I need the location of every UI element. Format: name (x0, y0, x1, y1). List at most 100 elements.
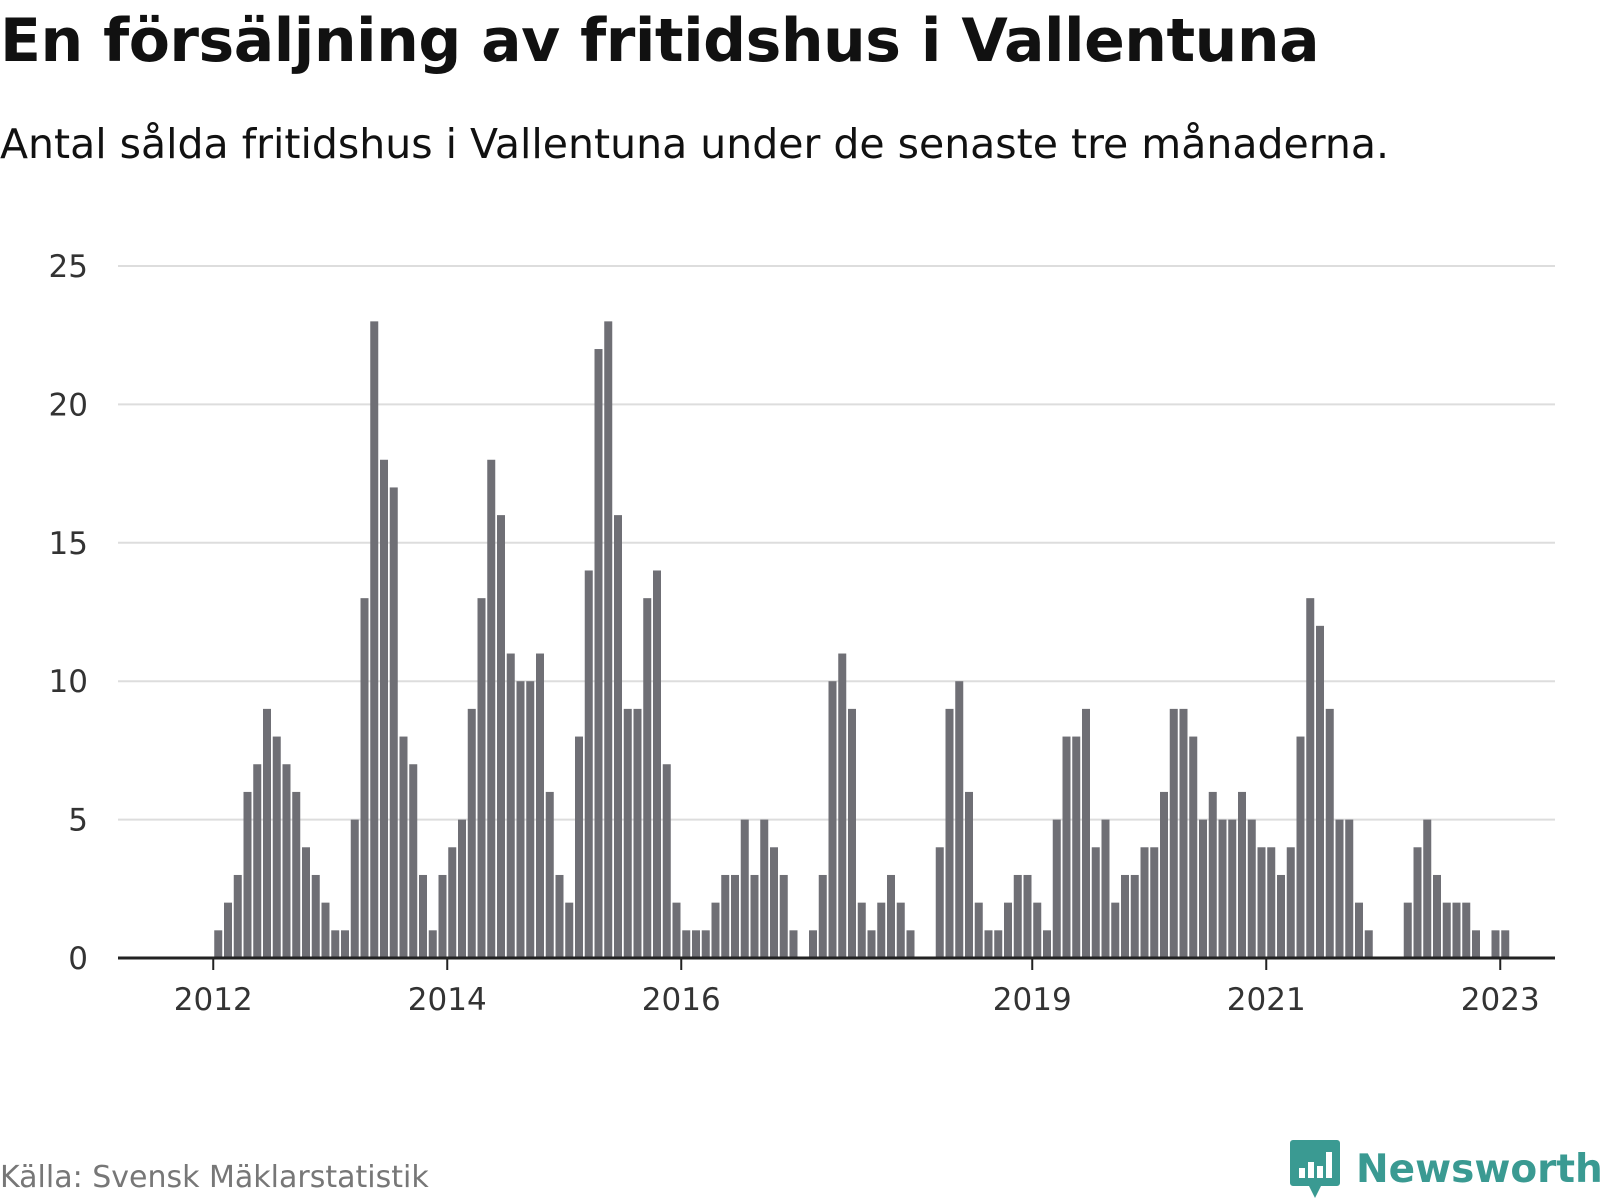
bar (1355, 902, 1363, 958)
bar (350, 819, 359, 958)
bar (818, 874, 827, 958)
bar (1189, 736, 1198, 958)
brand-name: Newsworthy (1356, 1146, 1600, 1192)
bar (1033, 902, 1042, 958)
bar (555, 874, 564, 958)
bar (1062, 736, 1071, 958)
bar (594, 349, 603, 958)
bar (828, 681, 837, 958)
y-tick-label: 0 (68, 941, 88, 977)
bar (682, 930, 691, 958)
bar (1491, 930, 1500, 958)
bar (770, 847, 778, 958)
bar (467, 708, 476, 958)
bar (458, 819, 466, 958)
x-tick-label: 2021 (1227, 982, 1306, 1018)
bar (1433, 874, 1441, 958)
bar (750, 874, 759, 958)
x-tick-label: 2012 (174, 982, 253, 1018)
bar (389, 487, 398, 958)
bar (604, 321, 613, 958)
bar (1043, 930, 1051, 958)
bar (1228, 819, 1237, 958)
bar (955, 681, 964, 958)
bar (1247, 819, 1256, 958)
bar (974, 902, 983, 958)
bar (1121, 874, 1129, 958)
bar (711, 902, 720, 958)
y-tick-label: 15 (49, 526, 88, 562)
bar (1257, 847, 1266, 958)
bar (321, 902, 330, 958)
data-labels: 1 (1505, 0, 1526, 8)
bar (1345, 819, 1354, 958)
bar (1325, 708, 1334, 958)
bar (1179, 708, 1188, 958)
y-tick-label: 20 (49, 387, 88, 423)
bar (282, 764, 291, 958)
bar (692, 930, 700, 958)
chart-subtitle: Antal sålda fritidshus i Vallentuna unde… (0, 120, 1389, 168)
bar (1199, 819, 1207, 958)
x-tick-label: 2019 (993, 982, 1072, 1018)
bar (516, 681, 525, 958)
bar (1013, 874, 1022, 958)
bar (272, 736, 281, 958)
x-tick-label: 2016 (642, 982, 721, 1018)
bar (994, 930, 1003, 958)
bar (662, 764, 671, 958)
bar-chart: 0 5 10 15 20 25 2012 2014 2016 2019 2021 2023 1 (49, 0, 1555, 1018)
bar (331, 930, 340, 958)
bar (448, 847, 457, 958)
bar (584, 570, 593, 958)
bar (984, 930, 993, 958)
bar (1150, 847, 1159, 958)
bar (438, 874, 447, 958)
chart-title: En försäljning av fritidshus i Vallentun… (0, 6, 1320, 76)
bar (965, 791, 973, 958)
bar (1286, 847, 1295, 958)
bar (896, 902, 905, 958)
bar (1277, 874, 1285, 958)
bar (1130, 874, 1139, 958)
y-tick-label: 10 (49, 664, 88, 700)
bar (633, 708, 642, 958)
bar (1238, 791, 1246, 958)
bar (1091, 847, 1100, 958)
bar (224, 902, 232, 958)
bar (1208, 791, 1217, 958)
bar (906, 930, 915, 958)
bar (1111, 902, 1120, 958)
bar (1023, 874, 1032, 958)
brand-logo: Newsworthy (1290, 1140, 1600, 1198)
bar (1364, 930, 1373, 958)
y-axis-ticks: 0 5 10 15 20 25 (49, 249, 88, 977)
bar (945, 708, 954, 958)
bar (302, 847, 310, 958)
bar (848, 708, 856, 958)
bar (243, 791, 252, 958)
bar (380, 459, 388, 958)
bar (1169, 708, 1178, 958)
bar (643, 598, 652, 958)
bar (428, 930, 437, 958)
bar (1452, 902, 1461, 958)
bar (311, 874, 320, 958)
bar (565, 902, 574, 958)
data-label: 1 (1505, 0, 1526, 8)
y-tick-label: 5 (68, 803, 88, 839)
bar (263, 708, 271, 958)
bar (731, 874, 739, 958)
bar (536, 653, 544, 958)
bar (399, 736, 408, 958)
bar (887, 874, 895, 958)
bar (1413, 847, 1422, 958)
bar (809, 930, 817, 958)
bar (614, 515, 622, 958)
x-tick-label: 2023 (1461, 982, 1540, 1018)
bar (623, 708, 632, 958)
bars (214, 321, 1510, 958)
bar (506, 653, 515, 958)
bar (360, 598, 369, 958)
bar (477, 598, 486, 958)
